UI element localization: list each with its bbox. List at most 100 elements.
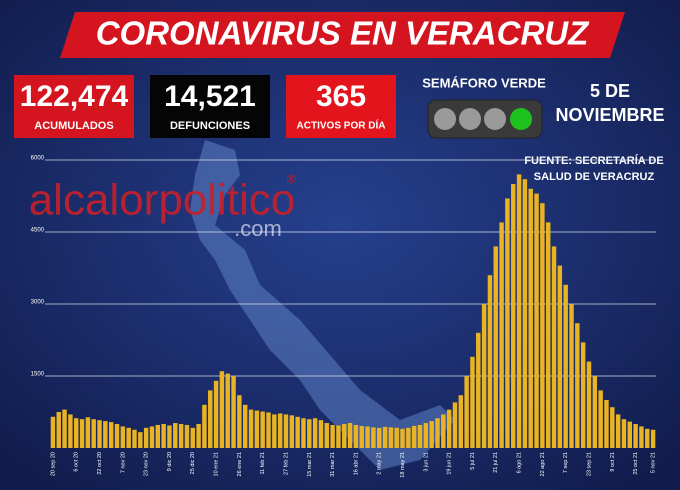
stat-box bbox=[286, 75, 396, 138]
bar bbox=[50, 416, 56, 448]
bar bbox=[97, 420, 102, 448]
title-banner bbox=[60, 12, 625, 58]
x-tick-label: 5 jul 21 bbox=[470, 452, 476, 470]
title: CORONAVIRUS EN VERACRUZ bbox=[96, 15, 590, 52]
y-tick-label: 6000 bbox=[31, 156, 45, 162]
bar bbox=[645, 428, 650, 448]
x-tick-label: 10 ene 21 bbox=[214, 452, 220, 476]
bar bbox=[74, 418, 79, 448]
source: SALUD DE VERACRUZ bbox=[534, 171, 655, 183]
stat-value: 14,521 bbox=[164, 80, 256, 113]
bar bbox=[458, 395, 464, 448]
x-tick-label: 15 mar 21 bbox=[307, 452, 313, 477]
y-tick-label: 1500 bbox=[31, 372, 45, 378]
source: FUENTE: SECRETARÍA DE bbox=[524, 154, 663, 167]
x-tick-label: 7 nov 20 bbox=[120, 452, 126, 473]
bar bbox=[487, 275, 493, 448]
bar bbox=[324, 423, 329, 448]
bar bbox=[242, 404, 248, 448]
bar bbox=[318, 420, 324, 448]
bar bbox=[91, 419, 96, 448]
bar bbox=[388, 427, 394, 448]
bar bbox=[184, 424, 190, 448]
y-tick-label: 3000 bbox=[31, 300, 45, 306]
bar bbox=[260, 411, 265, 448]
bar bbox=[406, 427, 411, 448]
bar bbox=[563, 284, 568, 448]
bar bbox=[557, 265, 563, 448]
bar bbox=[138, 432, 143, 448]
bar bbox=[586, 361, 592, 448]
traffic-light-label: SEMÁFORO VERDE bbox=[422, 75, 546, 90]
stat-value: 365 bbox=[316, 80, 366, 113]
bar bbox=[470, 356, 475, 448]
bar bbox=[598, 390, 603, 448]
bar bbox=[161, 424, 166, 448]
bar bbox=[423, 423, 429, 448]
bar bbox=[476, 332, 481, 448]
x-tick-label: 22 ago 21 bbox=[540, 452, 546, 476]
bar bbox=[336, 425, 341, 448]
x-tick-label: 2 may 21 bbox=[377, 452, 383, 475]
bar bbox=[505, 198, 510, 448]
bar bbox=[283, 414, 289, 448]
stat-label: ACTIVOS POR DÍA bbox=[297, 119, 386, 132]
bar bbox=[312, 418, 318, 448]
x-tick-label: 18 may 21 bbox=[400, 452, 406, 478]
bar bbox=[545, 222, 551, 448]
bar bbox=[79, 419, 85, 448]
x-tick-label: 27 feb 21 bbox=[283, 452, 289, 475]
bar bbox=[441, 414, 446, 448]
bar bbox=[452, 402, 458, 448]
bar bbox=[272, 414, 277, 448]
bar bbox=[499, 222, 504, 448]
bar bbox=[120, 426, 126, 448]
bar bbox=[516, 174, 522, 448]
stat-box bbox=[14, 75, 134, 138]
bar bbox=[580, 342, 586, 448]
bar bbox=[359, 425, 364, 448]
bar bbox=[56, 412, 61, 448]
bar bbox=[307, 419, 312, 448]
bar bbox=[342, 424, 347, 448]
x-tick-label: 20 sep 20 bbox=[50, 452, 56, 476]
bar bbox=[237, 395, 242, 448]
x-tick-label: 9 oct 21 bbox=[610, 452, 616, 472]
bar bbox=[178, 424, 184, 448]
date: NOVIEMBRE bbox=[555, 105, 664, 125]
watermark-sub: .com bbox=[234, 216, 282, 241]
bar bbox=[394, 427, 399, 448]
bar bbox=[400, 428, 405, 448]
bar bbox=[435, 418, 440, 448]
stat-label: DEFUNCIONES bbox=[170, 120, 250, 132]
bar bbox=[411, 425, 417, 448]
bar bbox=[371, 427, 376, 448]
bar bbox=[347, 423, 353, 448]
bar bbox=[103, 421, 108, 448]
bar bbox=[604, 400, 609, 448]
bar bbox=[569, 304, 574, 448]
light-off bbox=[459, 108, 481, 130]
bar bbox=[615, 414, 621, 448]
watermark-mark: ® bbox=[287, 172, 296, 186]
x-tick-label: 21 jul 21 bbox=[493, 452, 499, 473]
bar bbox=[575, 323, 580, 448]
watermark: alcalorpolitico bbox=[29, 176, 296, 225]
bar bbox=[330, 424, 335, 448]
bar bbox=[62, 409, 67, 448]
bar bbox=[225, 373, 230, 448]
x-tick-label: 5 nov 21 bbox=[651, 452, 657, 473]
light-off bbox=[434, 108, 456, 130]
bar bbox=[481, 304, 487, 448]
x-tick-label: 9 dic 20 bbox=[167, 452, 173, 471]
bar bbox=[208, 390, 213, 448]
bar bbox=[382, 426, 388, 448]
bar bbox=[202, 404, 207, 448]
light-green bbox=[510, 108, 532, 130]
bar bbox=[522, 179, 528, 448]
bar bbox=[551, 246, 557, 448]
light-off bbox=[484, 108, 506, 130]
bar bbox=[114, 424, 120, 448]
bar bbox=[295, 416, 300, 448]
